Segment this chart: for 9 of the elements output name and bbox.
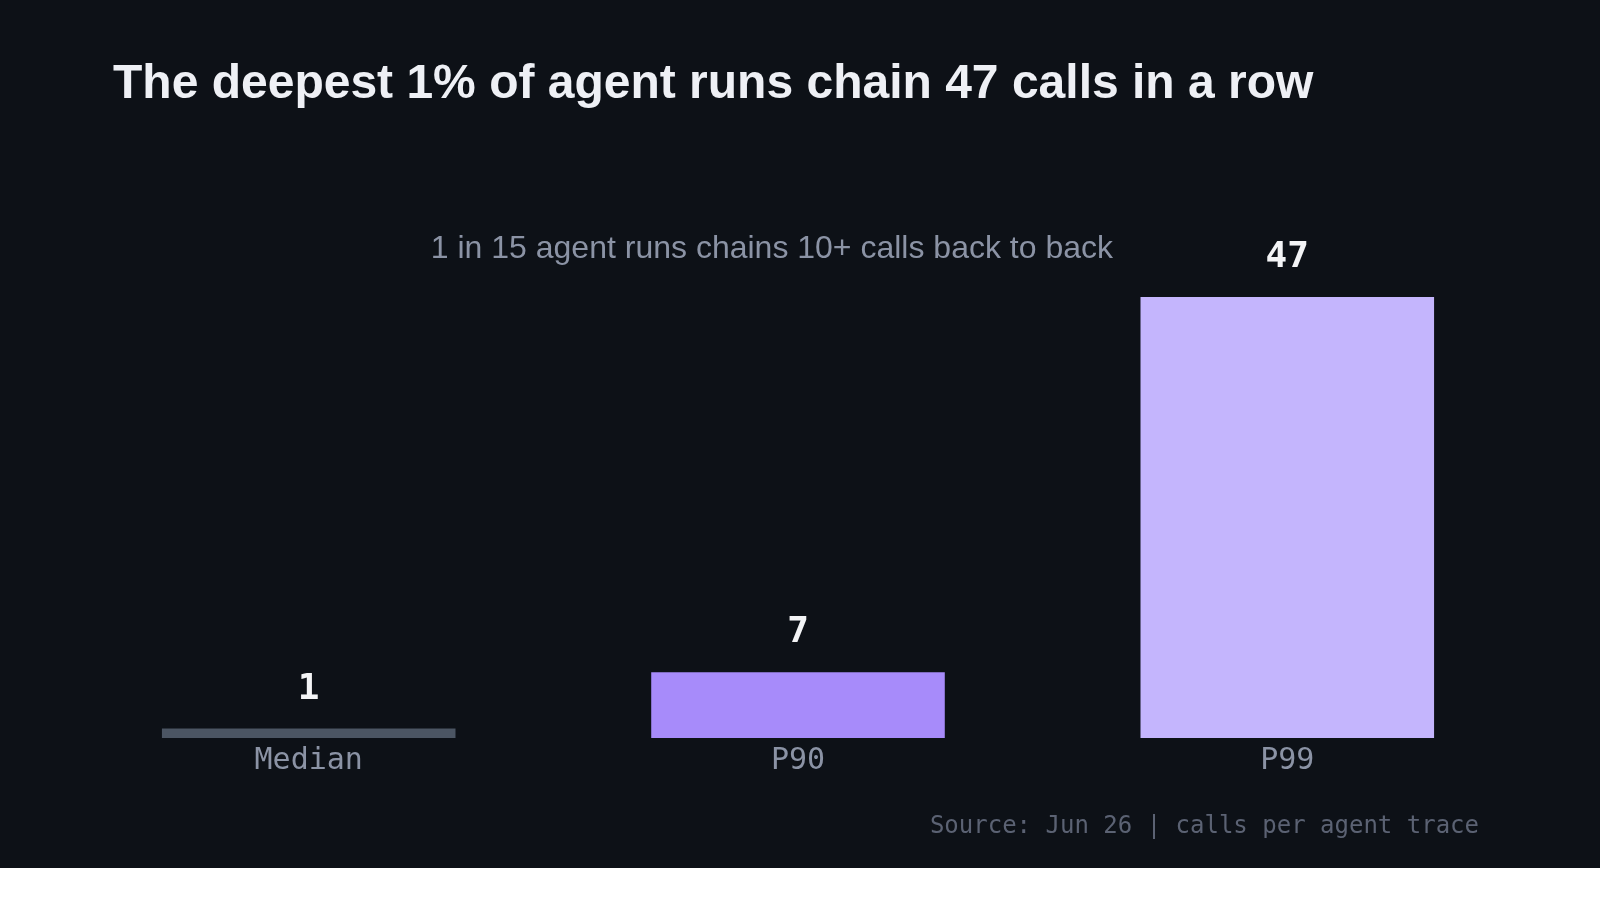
data-label: 1 xyxy=(297,665,320,707)
source-note: Source: Jun 26 | calls per agent trace xyxy=(929,811,1479,839)
data-label: 47 xyxy=(1265,234,1309,276)
text: 1 in 15 agent runs chains 10+ calls back to back xyxy=(430,229,1114,265)
x-tick-label: Median xyxy=(254,740,363,776)
data-label: 7 xyxy=(787,609,809,651)
x-tick-label: P99 xyxy=(1260,740,1315,776)
chart-title: The deepest 1% of agent runs chain 47 calls in a row xyxy=(113,55,1315,108)
x-tick-label: P90 xyxy=(770,740,826,776)
